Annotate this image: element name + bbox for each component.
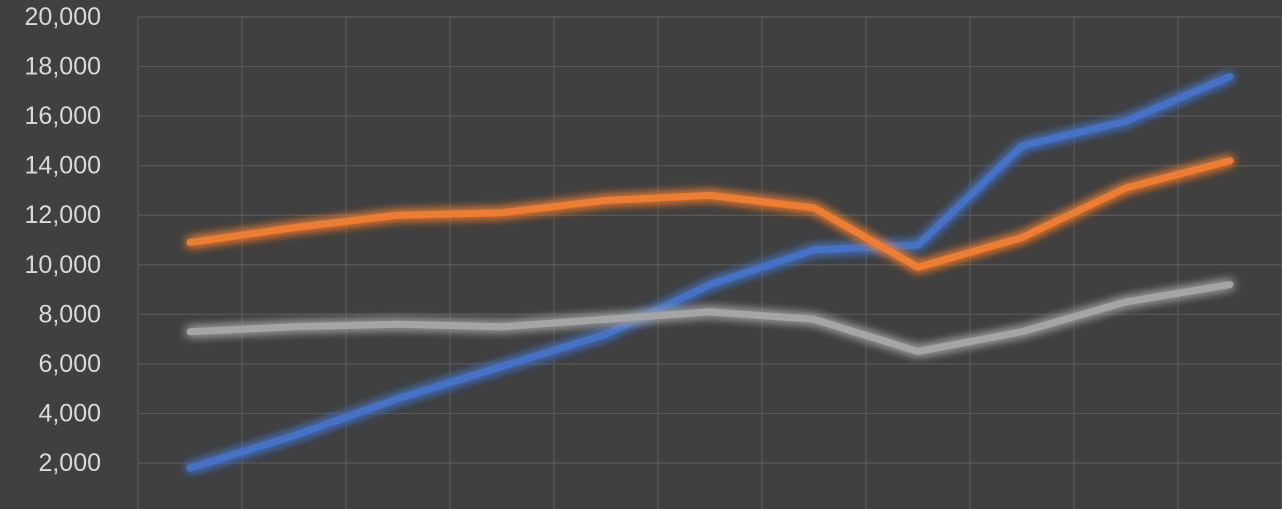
y-tick-label: 6,000 [38,350,101,378]
y-tick-label: 14,000 [25,152,101,180]
y-tick-label: 2,000 [38,449,101,477]
y-tick-label: 12,000 [25,201,101,229]
series-line-1 [186,73,1234,472]
y-axis-tick-labels: 2,000 4,000 6,000 8,000 10,000 12,000 14,000 16… [25,3,101,477]
y-tick-label: 8,000 [38,300,101,328]
series-line-3 [186,281,1234,355]
y-tick-label: 18,000 [25,53,101,81]
y-tick-label: 20,000 [25,3,101,31]
y-tick-label: 4,000 [38,399,101,427]
y-tick-label: 16,000 [25,102,101,130]
series-lines [186,73,1234,472]
series-line-2 [186,157,1234,271]
y-tick-label: 10,000 [25,251,101,279]
gridlines [137,16,1282,509]
